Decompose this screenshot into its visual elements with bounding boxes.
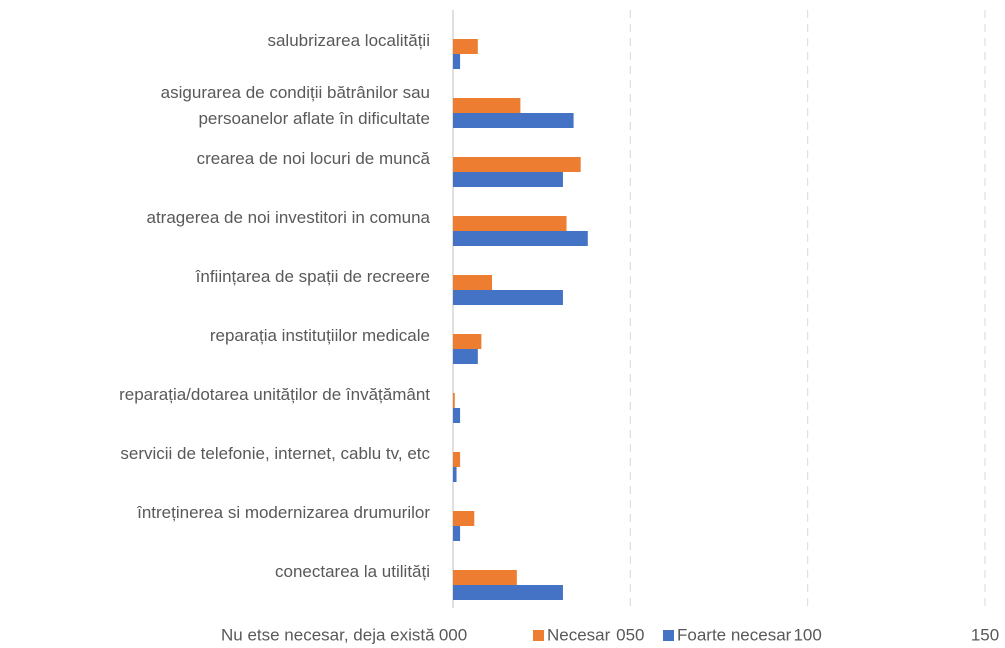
y-tick-label: conectarea la utilități bbox=[275, 562, 430, 581]
bar bbox=[453, 585, 563, 600]
legend-marker bbox=[663, 630, 674, 641]
y-tick-label: reparația/dotarea unităților de învățămâ… bbox=[119, 385, 430, 404]
legend-marker bbox=[207, 630, 218, 641]
bar bbox=[453, 275, 493, 290]
y-tick-label: reparația instituțiilor medicale bbox=[210, 326, 430, 345]
y-tick-label: întreținerea si modernizarea drumurilor bbox=[136, 503, 430, 522]
legend-marker bbox=[533, 630, 544, 641]
x-tick-label: 100 bbox=[793, 625, 821, 644]
bar bbox=[453, 113, 574, 128]
y-tick-label: înființarea de spații de recreere bbox=[195, 267, 430, 286]
y-tick-label: salubrizarea localității bbox=[267, 31, 430, 50]
bar bbox=[453, 408, 461, 423]
bar bbox=[453, 511, 475, 526]
bar bbox=[453, 172, 563, 187]
bar bbox=[453, 467, 457, 482]
x-tick-label: 000 bbox=[439, 625, 467, 644]
bar bbox=[453, 349, 478, 364]
bar bbox=[453, 570, 517, 585]
bar bbox=[453, 39, 478, 54]
y-tick-label: asigurarea de condiții bătrânilor sau bbox=[161, 83, 430, 102]
bar bbox=[453, 452, 461, 467]
bar bbox=[453, 216, 567, 231]
legend-label: Foarte necesar bbox=[677, 625, 792, 644]
y-tick-label: servicii de telefonie, internet, cablu t… bbox=[120, 444, 430, 463]
y-tick-label: persoanelor aflate în dificultate bbox=[198, 109, 430, 128]
bar bbox=[453, 290, 563, 305]
x-tick-label: 050 bbox=[616, 625, 644, 644]
y-tick-label: crearea de noi locuri de muncă bbox=[197, 149, 431, 168]
x-tick-label: 150 bbox=[971, 625, 999, 644]
bar bbox=[453, 54, 461, 69]
bar bbox=[453, 157, 581, 172]
legend-label: Nu etse necesar, deja există bbox=[221, 625, 435, 644]
bar bbox=[453, 393, 455, 408]
bar bbox=[453, 231, 588, 246]
y-tick-label: atragerea de noi investitori in comuna bbox=[147, 208, 431, 227]
bar bbox=[453, 98, 521, 113]
bar bbox=[453, 526, 461, 541]
legend-label: Necesar bbox=[547, 625, 611, 644]
bar bbox=[453, 334, 482, 349]
